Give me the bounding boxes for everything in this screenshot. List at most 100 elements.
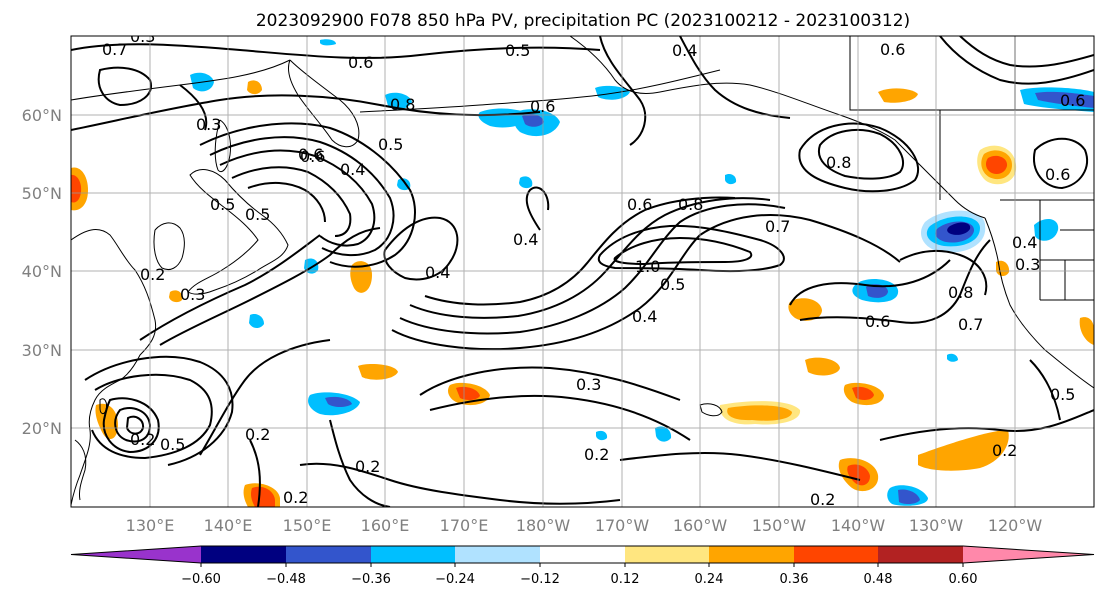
pv-contour [84,355,234,466]
contour-label: 0.4 [340,160,365,179]
colorbar-tick-label: −0.36 [351,572,391,587]
lon-label: 140°W [831,516,886,535]
contour-label: 0.6 [865,312,890,331]
contour-label: 0.6 [1045,165,1070,184]
pv-contour [799,239,991,324]
precip-blob [522,114,544,127]
latitude-labels: 60°N 50°N 40°N 30°N 20°N [22,106,62,438]
pv-contour [959,36,1094,68]
contour-label: 0.3 [1015,255,1040,274]
precip-blob [325,396,352,407]
lon-label: 130°W [909,516,964,535]
contour-label: 0.3 [130,27,155,46]
colorbar-tick-label: −0.24 [435,572,475,587]
pv-contour [97,66,152,107]
pv-contour [424,196,736,306]
precip-blob [805,357,840,376]
pv-contour [1029,359,1061,421]
contour-label: 0.8 [390,95,415,114]
pv-contour [419,366,681,401]
precip-blob [247,80,262,95]
colorbar-tick-labels: −0.60 −0.48 −0.36 −0.24 −0.12 0.12 0.24 … [181,572,977,587]
map-panel: 0.7 0.6 0.5 0.4 0.6 0.3 0.8 0.6 0.5 0.4 … [70,27,1095,509]
precip-blob [655,426,672,442]
lon-label: 140°E [204,516,253,535]
contour-label: 0.7 [958,315,983,334]
pv-contour [798,122,920,193]
precip-blob [898,489,920,505]
lon-label: 150°E [283,516,332,535]
pv-contour [597,224,785,273]
contour-label: 0.5 [505,41,530,60]
pv-contour [199,122,416,268]
pv-contour [391,214,901,351]
contour-label: 0.3 [180,285,205,304]
precip-blob [249,314,264,329]
pv-contour [679,36,791,119]
contour-label: 0.5 [378,135,403,154]
contour-label: 0.6 [348,53,373,72]
pv-contour [231,166,352,237]
lon-label: 120°W [988,516,1043,535]
lon-label: 160°W [673,516,728,535]
colorbar-tick-label: 0.24 [695,572,724,587]
lon-label: 130°E [126,516,175,535]
contour-label: 0.8 [826,153,851,172]
contour-labels: 0.7 0.6 0.5 0.4 0.6 0.3 0.8 0.6 0.5 0.4 … [102,27,1085,509]
contour-label: 0.2 [245,425,270,444]
colorbar-segment [709,546,794,563]
contour-label: 0.3 [576,375,601,394]
colorbar-segment [878,546,963,563]
contour-label: 1.0 [635,257,660,276]
precip-blob [519,176,533,189]
pv-contour [299,462,621,505]
coastline-japan [187,169,289,295]
pv-contour [1033,137,1088,190]
precip-blob [1079,317,1094,345]
colorbar-ticks [200,563,964,567]
precip-blob [71,174,82,203]
contour-label: 0.5 [1050,385,1075,404]
contour-label: 0.8 [678,195,703,214]
precip-blob [878,88,918,103]
colorbar-segment [201,546,286,563]
contour-label: 0.4 [513,230,538,249]
precip-blob [788,298,822,321]
precip-blob [596,430,608,441]
pv-contour [399,203,786,335]
precip-blob [727,405,792,421]
lat-label: 60°N [22,106,62,125]
pv-contour [409,197,771,319]
contour-label: 0.2 [810,490,835,509]
pv-contour [619,451,861,481]
precip-blob [358,364,398,380]
border-states [1039,200,1094,301]
island-hawaii [699,403,723,417]
colorbar-segments [70,545,1095,564]
colorbar-tick-label: 0.36 [780,572,809,587]
coastline-philippines [74,439,87,501]
pv-contour [899,249,988,296]
colorbar-tick-label: 0.48 [864,572,893,587]
contour-label: 0.2 [130,430,155,449]
contour-label: 0.5 [660,275,685,294]
contour-label: 0.4 [425,263,450,282]
coastline-west-north-america [984,217,1094,389]
colorbar-tick-label: −0.60 [181,572,221,587]
lon-label: 150°W [752,516,807,535]
lon-label: 170°E [440,516,489,535]
lon-label: 160°E [361,516,410,535]
precip-blob [985,155,1008,174]
contour-label: 0.2 [584,445,609,464]
colorbar-segment [963,546,1094,563]
colorbar-tick-label: 0.12 [611,572,640,587]
precip-blob [866,284,888,298]
contour-label: 0.6 [1060,91,1085,110]
pv-contour [789,259,951,306]
precip-blob [947,222,971,235]
pv-contour [247,182,326,223]
pv-contour [179,84,208,131]
lat-label: 30°N [22,341,62,360]
pv-contour [939,36,1094,85]
